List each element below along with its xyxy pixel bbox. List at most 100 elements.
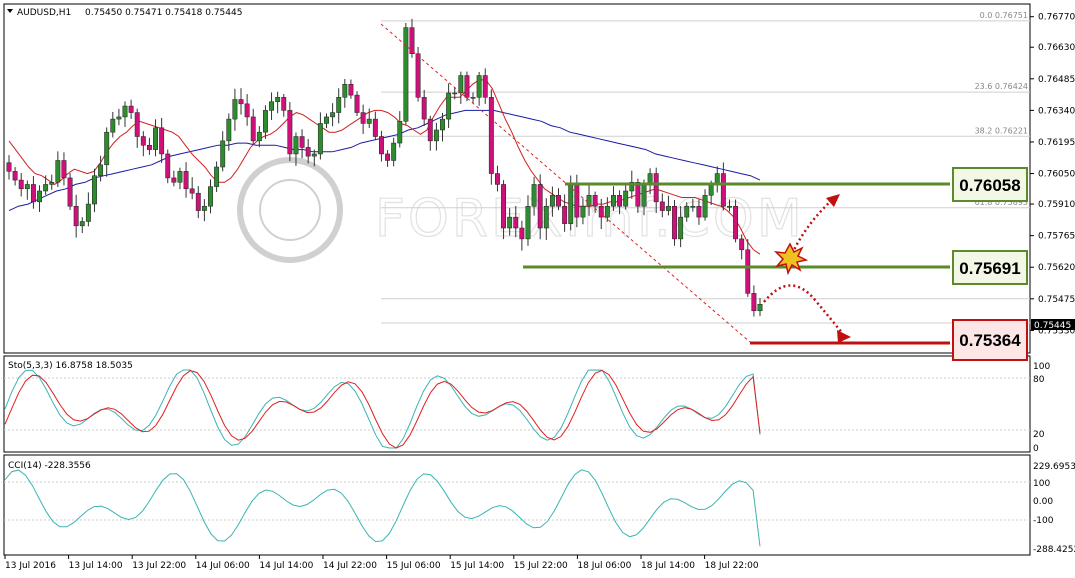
candle-bull — [98, 164, 104, 176]
candle-bull — [665, 205, 671, 211]
candle-bear — [495, 173, 500, 185]
breakout-burst-icon — [773, 242, 809, 276]
candle-bull — [336, 97, 342, 113]
candle-bear — [140, 136, 146, 146]
level-box-target: 0.75364 — [952, 319, 1028, 361]
ma-fast-path — [8, 79, 761, 255]
cci-level-min: -288.4252 — [1033, 545, 1075, 555]
candle-bull — [702, 195, 708, 218]
candle-bull — [531, 184, 537, 207]
candle-bull — [366, 118, 372, 124]
candle-bull — [92, 175, 97, 205]
candle-bear — [128, 105, 134, 113]
y-tick-label: 0.76630 — [1038, 43, 1075, 53]
candlesticks — [6, 18, 763, 317]
candle-bull — [330, 112, 336, 118]
fib-label: 23.6 0.76424 — [975, 82, 1028, 91]
candle-bear — [415, 53, 421, 98]
candle-bear — [672, 205, 677, 240]
candle-bull — [226, 118, 232, 142]
candle-bull — [549, 195, 555, 207]
candle-bull — [85, 203, 91, 222]
current-price-tag: 0.75445 — [1031, 319, 1075, 331]
x-tick-label: 15 Jul 14:00 — [450, 561, 504, 571]
price-axis: 0.76770 0.76630 0.76485 0.76340 0.76195 0.760… — [1030, 13, 1075, 336]
candle-bear — [165, 153, 171, 179]
candle-bear — [299, 136, 305, 148]
ma-fast-line — [8, 79, 761, 255]
candle-bull — [403, 27, 409, 122]
x-tick-label: 13 Jul 2016 — [5, 561, 56, 571]
candle-bear — [30, 184, 36, 203]
candle-bear — [635, 182, 641, 207]
candle-bear — [501, 184, 507, 229]
x-tick-label: 18 Jul 22:00 — [705, 561, 759, 571]
candle-bull — [79, 221, 85, 227]
x-tick-label: 14 Jul 22:00 — [323, 561, 377, 571]
candle-bull — [629, 182, 635, 192]
level-label-target: 0.75364 — [959, 331, 1021, 350]
candle-bull — [757, 304, 763, 312]
bearish-arrow — [763, 284, 851, 343]
y-tick-label: 0.75330 — [1038, 326, 1075, 336]
candle-bear — [482, 75, 488, 98]
chart-header: AUDUSD,H1 0.75450 0.75471 0.75418 0.7544… — [7, 8, 242, 18]
y-tick-label: 0.76195 — [1038, 138, 1075, 148]
symbol-timeframe: AUDUSD,H1 — [17, 8, 71, 18]
candle-bear — [238, 99, 244, 105]
candle-bear — [519, 227, 525, 240]
level-box-resistance: 0.76058 — [952, 167, 1028, 202]
candle-bear — [67, 177, 73, 207]
y-tick-label: 0.76485 — [1038, 75, 1075, 85]
candle-bull — [525, 205, 531, 240]
candle-bull — [470, 97, 476, 99]
candle-bear — [653, 173, 659, 203]
candle-bull — [110, 118, 116, 133]
candle-bear — [12, 171, 18, 181]
x-tick-label: 18 Jul 06:00 — [577, 561, 631, 571]
y-tick-label: 0.75620 — [1038, 263, 1075, 273]
candle-bull — [580, 205, 586, 218]
ohlc-values: 0.75450 0.75471 0.75418 0.75445 — [85, 8, 242, 18]
stoch-main-line — [4, 369, 761, 449]
candle-bear — [372, 118, 378, 137]
candle-bear — [183, 171, 189, 190]
candle-bull — [24, 184, 30, 190]
cci-level-max: 229.6953 — [1033, 462, 1075, 472]
candle-bull — [604, 205, 610, 218]
candle-bull — [43, 184, 49, 192]
candle-bear — [134, 112, 140, 137]
candle-bear — [592, 195, 598, 207]
candle-bull — [201, 205, 207, 211]
level-label-resistance: 0.76058 — [959, 176, 1020, 195]
candle-bear — [659, 201, 665, 211]
candle-bear — [421, 97, 427, 120]
stoch-label: Sto(5,3,3) 16.8758 18.5035 — [8, 361, 133, 371]
candle-bear — [464, 75, 470, 98]
chevron-down-icon[interactable] — [7, 9, 13, 13]
main-panel — [3, 3, 1031, 354]
candle-bull — [690, 205, 696, 208]
x-tick-label: 15 Jul 22:00 — [514, 561, 568, 571]
candle-bull — [208, 186, 213, 207]
candle-bear — [146, 144, 152, 150]
time-axis: 13 Jul 2016 13 Jul 14:00 13 Jul 22:00 14 Ju… — [4, 555, 759, 571]
y-tick-label: 0.75765 — [1038, 232, 1075, 242]
candle-bull — [214, 166, 220, 187]
x-tick-label: 15 Jul 06:00 — [387, 561, 441, 571]
cci-line — [4, 469, 761, 547]
y-tick-label: 0.76050 — [1038, 170, 1075, 180]
candle-bull — [641, 184, 647, 207]
stoch-panel — [3, 355, 1031, 453]
candle-bull — [684, 205, 690, 218]
candle-bull — [293, 136, 299, 155]
level-box-support: 0.75691 — [952, 250, 1028, 285]
stoch-level-100: 100 — [1033, 362, 1050, 372]
x-tick-label: 13 Jul 22:00 — [132, 561, 186, 571]
candle-bull — [232, 99, 238, 120]
candle-bear — [733, 205, 739, 240]
candle-bull — [177, 171, 183, 183]
y-tick-label: 0.76340 — [1038, 106, 1075, 116]
candle-bull — [678, 216, 684, 240]
candle-bull — [433, 129, 439, 142]
